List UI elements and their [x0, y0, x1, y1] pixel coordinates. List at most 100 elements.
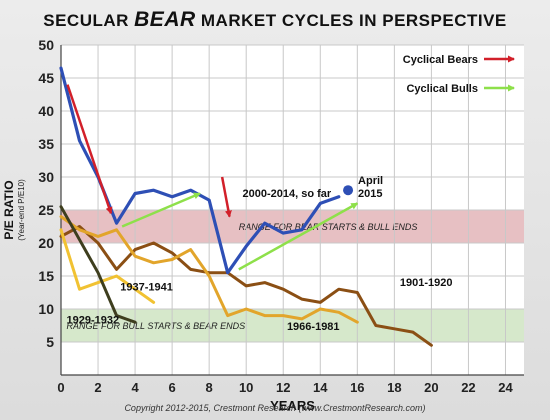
series-point-2: [189, 248, 192, 251]
y-tick-label: 30: [38, 169, 54, 185]
copyright-note: Copyright 2012-2015, Crestmont Research …: [124, 403, 426, 413]
series-point-1: [134, 248, 136, 251]
series-point-4: [78, 238, 81, 241]
series-point-4: [115, 314, 118, 317]
range-band-0: [61, 210, 524, 243]
series-point-0: [152, 189, 155, 191]
x-tick-label: 12: [276, 380, 290, 395]
trend-arrows: [66, 84, 359, 271]
series-point-1: [300, 298, 303, 300]
chart-title: SECULAR BEAR MARKET CYCLES IN PERSPECTIV…: [0, 8, 550, 32]
grid-lines: [61, 44, 524, 375]
series-point-0: [171, 196, 173, 198]
range-bands: RANGE FOR BEAR STARTS & BULL ENDS RANGE F…: [61, 210, 524, 342]
april-2015-label: 2015: [358, 188, 382, 200]
title-prefix: SECULAR: [43, 11, 129, 30]
y-tick-label: 25: [38, 202, 54, 218]
series-point-1: [152, 242, 155, 244]
x-tick-label: 14: [313, 380, 328, 395]
x-tick-label: 10: [239, 380, 253, 395]
x-tick-label: 18: [387, 380, 401, 395]
y-tick-label: 5: [46, 334, 54, 350]
series-point-0: [60, 67, 62, 69]
x-tick-label: 20: [424, 380, 438, 395]
series-point-4: [60, 205, 62, 208]
series-point-2: [356, 321, 359, 324]
title-suffix: MARKET CYCLES IN PERSPECTIVE: [200, 11, 507, 30]
series-label: 1929-1932: [67, 315, 120, 327]
series-point-1: [263, 281, 266, 284]
series-point-2: [97, 235, 99, 238]
series-point-3: [115, 275, 118, 277]
x-tick-label: 8: [206, 380, 213, 395]
series-point-1: [412, 331, 414, 333]
series-point-0: [78, 139, 81, 142]
series-point-3: [152, 301, 155, 304]
range-band-label-1: RANGE FOR BULL STARTS & BEAR ENDS: [67, 321, 246, 331]
april-2015-label: April: [358, 175, 383, 187]
y-axis-label: P/E RATIO: [2, 180, 16, 239]
series-line-3: [59, 228, 156, 304]
series-point-1: [115, 268, 118, 271]
series-point-0: [208, 199, 210, 201]
series-point-2: [245, 308, 247, 310]
series-label: 1966-1981: [287, 321, 340, 333]
series-point-1: [393, 328, 396, 330]
series-point-0: [115, 222, 118, 224]
series-point-0: [300, 229, 303, 231]
y-tick-label: 15: [38, 268, 54, 284]
series-point-1: [171, 252, 173, 254]
x-tick-label: 2: [94, 380, 101, 395]
series-point-0: [134, 192, 136, 195]
x-tick-label: 4: [131, 380, 139, 395]
y-tick-label: 45: [38, 70, 54, 86]
series-point-0: [282, 232, 285, 234]
bear-arrow-0: [66, 84, 113, 215]
series-point-0: [226, 271, 229, 274]
x-tick-label: 24: [498, 380, 513, 395]
x-tick-label: 6: [169, 380, 176, 395]
series-point-3: [78, 288, 81, 291]
series-point-2: [263, 314, 266, 317]
series-point-1: [375, 324, 377, 327]
series-point-1: [245, 285, 247, 287]
series-point-1: [97, 242, 99, 244]
series-point-2: [319, 308, 322, 310]
series-point-0: [189, 189, 192, 191]
title-emphasis: BEAR: [134, 8, 196, 31]
legend-label-0: Cyclical Bears: [403, 54, 478, 66]
range-band-1: [61, 309, 524, 342]
bull-arrow-3: [238, 202, 359, 271]
series-point-1: [338, 288, 340, 291]
bull-arrow-1: [121, 192, 201, 228]
series-point-2: [226, 314, 229, 317]
y-tick-label: 20: [38, 235, 54, 251]
legend: Cyclical Bears Cyclical Bulls: [403, 54, 515, 95]
april-2015-marker: [343, 185, 354, 196]
series-point-3: [134, 288, 136, 291]
series-point-1: [319, 301, 322, 304]
y-tick-label: 50: [38, 37, 54, 53]
series-point-3: [97, 281, 99, 284]
series-point-2: [208, 275, 210, 277]
series-point-3: [60, 229, 62, 231]
series-point-2: [78, 229, 81, 231]
series-point-0: [245, 245, 247, 248]
x-axis-label: YEARS: [270, 398, 315, 413]
y-tick-label: 10: [38, 301, 54, 317]
series-point-2: [300, 318, 303, 320]
y-axis-sublabel: (Year-end P/E10): [17, 179, 26, 241]
series-point-1: [430, 344, 433, 347]
series-point-2: [152, 262, 155, 264]
series-point-2: [60, 215, 62, 218]
series-point-2: [338, 311, 340, 314]
range-band-label-0: RANGE FOR BEAR STARTS & BULL ENDS: [239, 222, 418, 232]
series-point-0: [319, 202, 322, 205]
series-label: 1937-1941: [120, 282, 173, 294]
series-point-4: [134, 321, 136, 324]
series-point-1: [78, 225, 81, 228]
series-label: 1901-1920: [400, 277, 453, 289]
